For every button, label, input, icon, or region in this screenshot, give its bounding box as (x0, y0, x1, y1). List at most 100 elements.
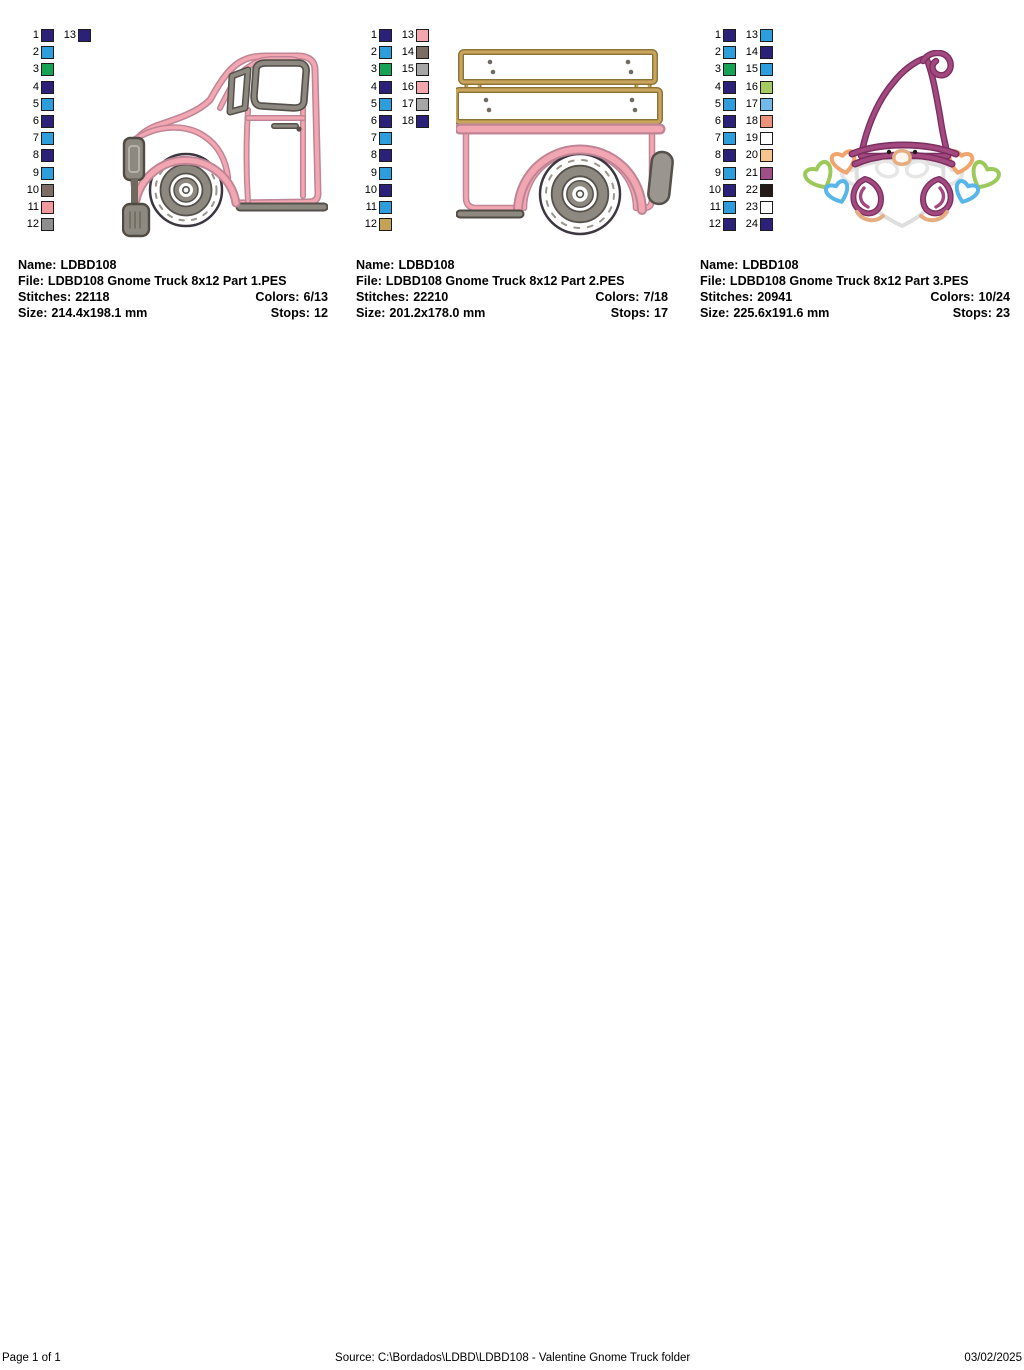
color-number: 10 (26, 183, 39, 196)
page-footer: Page 1 of 1 Source: C:\Bordados\LDBD\LDB… (0, 1351, 1024, 1365)
design-panel-3: 1 2 3 4 5 6 7 8 9 10 11 12 13 14 15 16 17 18 19 20 21 22 23 24 (700, 0, 1010, 334)
color-swatch (379, 97, 392, 111)
color-number: 20 (745, 149, 758, 162)
name-line: Name: LDBD108 (700, 257, 1010, 273)
color-swatch (379, 80, 392, 94)
color-swatch (760, 46, 773, 60)
color-number: 13 (745, 29, 758, 42)
color-swatch (760, 149, 773, 163)
thread-color-list: 1 2 3 4 5 6 7 8 9 10 11 12 13 (20, 27, 91, 233)
color-number: 18 (745, 115, 758, 128)
color-number: 4 (32, 80, 39, 93)
thread-color-row: 3 (702, 61, 736, 78)
color-swatch (723, 80, 736, 94)
color-number: 17 (401, 97, 414, 110)
color-number: 21 (745, 166, 758, 179)
file-line: File: LDBD108 Gnome Truck 8x12 Part 2.PES (356, 273, 668, 289)
size-label: Size: (356, 306, 386, 320)
thread-color-row: 12 (358, 216, 392, 233)
truck-bed-drawing (453, 49, 674, 236)
color-swatch (723, 200, 736, 214)
color-number: 10 (364, 183, 377, 196)
size-stops-line: Size: 201.2x178.0 mm Stops: 17 (356, 305, 668, 321)
color-swatch (416, 46, 429, 60)
colors-label: Colors: (255, 290, 300, 304)
color-number: 23 (745, 200, 758, 213)
color-swatch (379, 29, 392, 43)
thread-color-row: 7 (702, 130, 736, 147)
color-swatch (416, 80, 429, 94)
color-swatch (41, 29, 54, 43)
color-swatch (723, 29, 736, 43)
color-swatch (41, 46, 54, 60)
name-value: LDBD108 (398, 258, 455, 272)
color-swatch (41, 218, 54, 232)
stitches-colors-line: Stitches: 20941 Colors: 10/24 (700, 289, 1010, 305)
color-swatch (760, 218, 773, 232)
print-date: 03/02/2025 (964, 1352, 1022, 1364)
thread-color-row: 17 (739, 96, 773, 113)
color-swatch (379, 115, 392, 129)
color-number: 7 (370, 132, 377, 145)
thread-color-row: 6 (702, 113, 736, 130)
stops-label: Stops: (610, 306, 650, 320)
thread-color-row: 5 (702, 96, 736, 113)
color-number: 6 (714, 115, 721, 128)
thread-color-row: 4 (20, 79, 54, 96)
thread-color-row: 2 (358, 44, 392, 61)
thread-color-row: 18 (739, 113, 773, 130)
color-swatch (41, 80, 54, 94)
color-number: 15 (401, 63, 414, 76)
color-number: 16 (401, 80, 414, 93)
truck-cab-drawing (121, 52, 329, 238)
color-number: 4 (714, 80, 721, 93)
color-swatch (41, 166, 54, 180)
color-swatch (723, 149, 736, 163)
truck-cab-artwork (121, 46, 329, 245)
color-swatch (723, 63, 736, 77)
color-number: 15 (745, 63, 758, 76)
color-number: 18 (401, 115, 414, 128)
thread-color-row: 11 (702, 199, 736, 216)
size-stops-line: Size: 225.6x191.6 mm Stops: 23 (700, 305, 1010, 321)
design-panel-2: 1 2 3 4 5 6 7 8 9 10 11 12 13 14 15 16 17 18 (356, 0, 674, 334)
thread-color-row: 19 (739, 130, 773, 147)
file-line: File: LDBD108 Gnome Truck 8x12 Part 1.PES (18, 273, 328, 289)
color-number: 8 (32, 149, 39, 162)
source-path: Source: C:\Bordados\LDBD\LDBD108 - Valen… (335, 1352, 691, 1364)
color-swatch (760, 200, 773, 214)
color-swatch (760, 63, 773, 77)
color-swatch (760, 29, 773, 43)
gnome-drawing (798, 49, 1014, 232)
color-swatch (723, 97, 736, 111)
page-number: Page 1 of 1 (2, 1352, 61, 1364)
color-swatch (723, 183, 736, 197)
color-number: 1 (32, 29, 39, 42)
color-number: 4 (370, 80, 377, 93)
name-label: Name: (18, 258, 57, 272)
stops-label: Stops: (952, 306, 992, 320)
thread-color-row: 4 (358, 79, 392, 96)
color-swatch (760, 132, 773, 146)
color-number: 14 (401, 46, 414, 59)
truck-bed-artwork (453, 48, 682, 245)
colors-label: Colors: (595, 290, 640, 304)
thread-color-row: 17 (395, 96, 429, 113)
color-swatch (379, 218, 392, 232)
file-label: File: (356, 274, 382, 288)
color-number: 5 (370, 97, 377, 110)
size-stops-line: Size: 214.4x198.1 mm Stops: 12 (18, 305, 328, 321)
color-swatch (723, 166, 736, 180)
stitches-value: 22118 (75, 290, 110, 304)
stitches-colors-line: Stitches: 22118 Colors: 6/13 (18, 289, 328, 305)
stitches-label: Stitches: (356, 290, 410, 304)
color-number: 5 (714, 97, 721, 110)
color-swatch (41, 132, 54, 146)
color-swatch (723, 132, 736, 146)
color-number: 3 (370, 63, 377, 76)
colors-label: Colors: (930, 290, 975, 304)
thread-color-row: 1 (702, 27, 736, 44)
design-info-1: Name: LDBD108 File: LDBD108 Gnome Truck 8x… (18, 257, 328, 321)
color-number: 3 (32, 63, 39, 76)
